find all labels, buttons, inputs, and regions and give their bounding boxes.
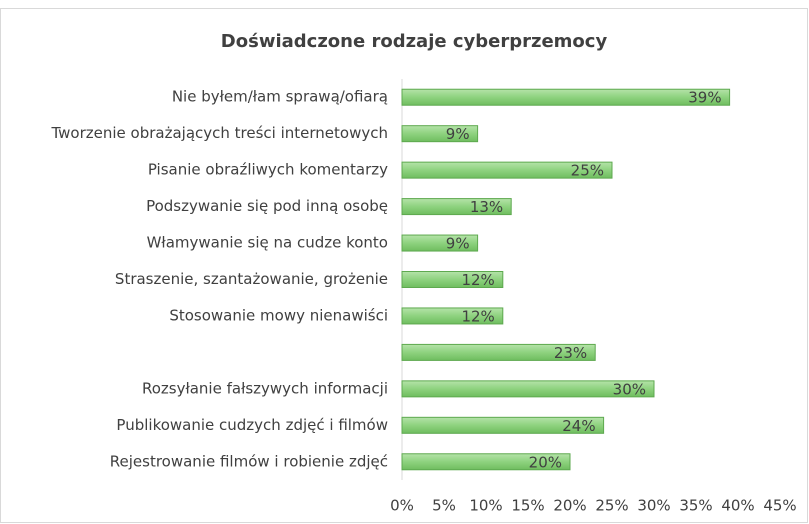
bar [401, 343, 596, 361]
bar [401, 125, 479, 143]
bar [401, 161, 613, 179]
x-tick-label: 5% [432, 497, 456, 515]
x-tick-label: 30% [637, 497, 670, 515]
x-tick-label: 45% [763, 497, 796, 515]
y-tick-label: Rozsyłanie fałszywych informacji [142, 379, 388, 397]
value-label: 9% [446, 125, 470, 143]
bar [401, 453, 571, 471]
y-tick-label: Rejestrowanie filmów i robienie zdjęć [110, 452, 388, 470]
bar [401, 416, 605, 434]
bar [401, 198, 512, 216]
y-tick-label: Podszywanie się pod inną osobę [146, 197, 388, 215]
y-tick-label: Straszenie, szantażowanie, grożenie [115, 270, 388, 288]
bar [401, 234, 479, 252]
x-tick-label: 20% [553, 497, 586, 515]
chart-border [0, 8, 808, 523]
y-tick-label: Stosowanie mowy nienawiści [169, 306, 388, 324]
value-label: 12% [461, 307, 494, 325]
chart-title: Doświadczone rodzaje cyberprzemocy [221, 31, 608, 52]
value-label: 9% [446, 235, 470, 253]
value-label: 39% [688, 89, 721, 107]
value-label: 12% [461, 271, 494, 289]
x-tick-label: 35% [679, 497, 712, 515]
value-label: 24% [562, 417, 595, 435]
y-tick-label: Publikowanie cudzych zdjęć i filmów [116, 416, 388, 434]
y-tick-label: Pisanie obraźliwych komentarzy [148, 161, 388, 179]
x-tick-label: 15% [511, 497, 544, 515]
bar [401, 88, 731, 106]
value-label: 20% [529, 453, 562, 471]
x-tick-label: 0% [390, 497, 414, 515]
x-tick-label: 25% [595, 497, 628, 515]
x-tick-label: 10% [469, 497, 502, 515]
x-tick-label: 40% [721, 497, 754, 515]
value-label: 25% [571, 162, 604, 180]
bar [401, 271, 504, 288]
bar [401, 307, 504, 325]
y-tick-label: Tworzenie obrażających treści internetow… [50, 124, 388, 142]
y-tick-label: Nie byłem/łam sprawą/ofiarą [172, 88, 388, 106]
value-label: 30% [613, 380, 646, 398]
value-label: 13% [470, 198, 503, 216]
value-label: 23% [554, 344, 587, 362]
bar [401, 380, 655, 398]
y-tick-label: Włamywanie się na cudze konto [147, 234, 388, 252]
